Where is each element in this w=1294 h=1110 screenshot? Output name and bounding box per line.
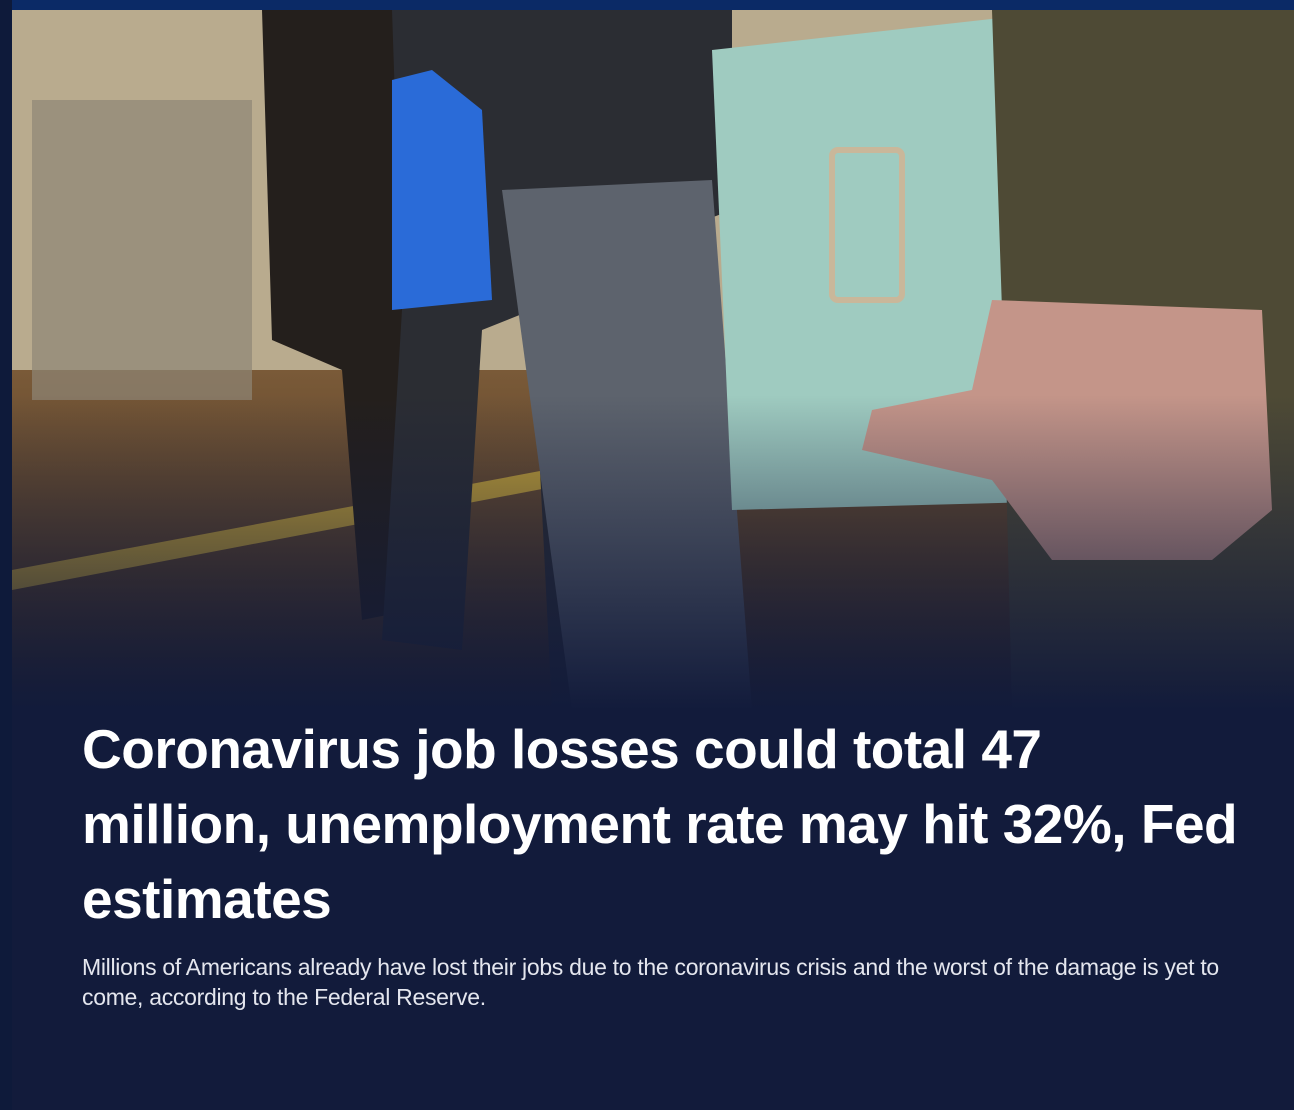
frame — [0, 0, 1294, 10]
hero-photo — [12, 10, 1294, 710]
photo-fade — [12, 10, 1294, 710]
summary: Millions of Americans already have lost … — [82, 954, 1219, 1010]
frame — [0, 0, 12, 1110]
headline[interactable]: Coronavirus job losses could total 47 mi… — [82, 718, 1238, 930]
